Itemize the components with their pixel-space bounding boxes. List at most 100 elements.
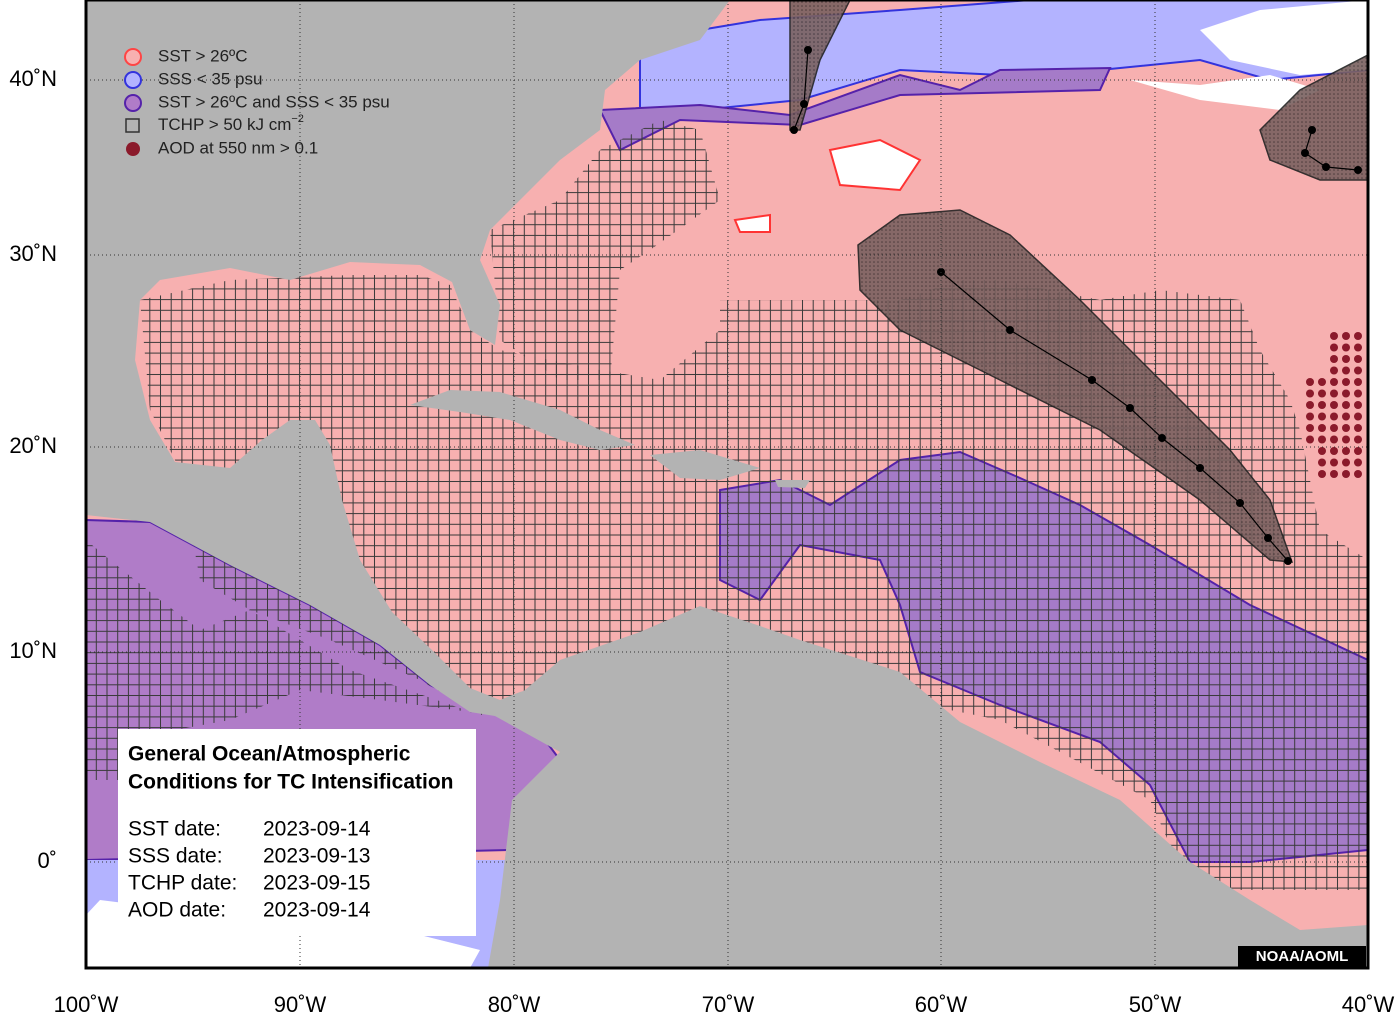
aod-dot — [1318, 389, 1326, 398]
south-america — [488, 606, 1368, 968]
aod-dot — [1318, 401, 1326, 409]
tchp-region — [86, 275, 1368, 890]
info-date: 2023-09-13 — [263, 845, 370, 868]
aod-dot — [1342, 343, 1350, 352]
storm-position — [1236, 499, 1244, 507]
storm-position — [1322, 163, 1330, 171]
aod-dot — [1330, 447, 1338, 455]
aod-dot — [1342, 366, 1350, 375]
aod-dot — [1330, 424, 1338, 432]
legend-symbol — [124, 48, 142, 66]
aod-dot — [1318, 458, 1326, 467]
aod-dot — [1354, 389, 1362, 398]
legend-label: AOD at 550 nm > 0.1 — [158, 138, 318, 157]
aod-dot — [1318, 435, 1326, 444]
aod-dot — [1354, 378, 1362, 386]
storm-position — [1284, 557, 1292, 565]
aod-dot — [1318, 412, 1326, 421]
legend-label: TCHP > 50 kJ cm−2 — [158, 113, 304, 135]
lon-label: 90˚W — [274, 992, 327, 1017]
aod-dot — [1306, 389, 1314, 398]
info-date: 2023-09-14 — [263, 899, 371, 922]
aod-dot — [1330, 470, 1338, 478]
aod-dot — [1342, 458, 1350, 467]
aod-dot — [1330, 366, 1338, 375]
aod-dot — [1354, 470, 1362, 478]
aod-dot — [1330, 389, 1338, 398]
aod-dot — [1354, 435, 1362, 444]
lon-label: 60˚W — [915, 992, 968, 1017]
legend-label: SSS < 35 psu — [158, 69, 262, 88]
aod-dot — [1318, 470, 1326, 478]
storm-position — [800, 100, 808, 108]
lon-label: 100˚W — [54, 992, 119, 1017]
lat-label: 30˚N — [9, 241, 57, 266]
aod-dot — [1354, 424, 1362, 432]
credit: NOAA/AOML — [1256, 948, 1349, 965]
aod-dot — [1354, 447, 1362, 455]
info-box-background — [118, 729, 476, 936]
aod-dot — [1318, 424, 1326, 432]
lon-label: 50˚W — [1129, 992, 1182, 1017]
aod-dot — [1306, 401, 1314, 409]
lat-label: 40˚N — [9, 66, 57, 91]
graticule — [86, 0, 1368, 968]
aod-dot — [1330, 355, 1338, 363]
legend-label: SST > 26ºC — [158, 46, 248, 65]
aod-dot — [1306, 412, 1314, 421]
info-title: Conditions for TC Intensification — [128, 771, 453, 794]
lon-label: 80˚W — [488, 992, 541, 1017]
aod-dot — [1354, 401, 1362, 409]
storm-position — [1158, 434, 1166, 442]
north-america — [86, 0, 730, 716]
aod-dot — [1330, 343, 1338, 352]
aod-dot — [1342, 424, 1350, 432]
aod-dot — [1306, 435, 1314, 444]
lat-label: 20˚N — [9, 433, 57, 458]
info-label: TCHP date: — [128, 872, 237, 895]
storm-position — [790, 126, 798, 134]
legend-symbol — [124, 94, 142, 112]
cool-region — [733, 138, 922, 233]
aod-dot — [1342, 447, 1350, 455]
aod-dot — [1354, 458, 1362, 467]
lat-label: 0˚ — [37, 848, 57, 873]
legend: SST > 26ºC SSS < 35 psu SST > 26ºC and S… — [124, 46, 390, 157]
legend-symbol — [126, 142, 140, 156]
aod-dot — [1342, 389, 1350, 398]
storm-position — [804, 46, 812, 54]
aod-dot — [1354, 332, 1362, 340]
lon-label: 40˚W — [1342, 992, 1395, 1017]
lon-label: 70˚W — [702, 992, 755, 1017]
aod-dot — [1318, 378, 1326, 386]
lat-label: 10˚N — [9, 638, 57, 663]
aod-dot — [1342, 435, 1350, 444]
storm-position — [1088, 376, 1096, 384]
aod-dot — [1330, 412, 1338, 421]
info-label: AOD date: — [128, 899, 226, 922]
aod-dot — [1354, 366, 1362, 375]
aod-dot — [1342, 412, 1350, 421]
storm-cone — [857, 209, 1294, 563]
storm-position — [1196, 464, 1204, 472]
aod-dot — [1330, 332, 1338, 340]
aod-dot — [1342, 378, 1350, 386]
aod-dot — [1354, 412, 1362, 421]
aod-dot — [1342, 355, 1350, 363]
cool-region — [1130, 0, 1368, 110]
info-date: 2023-09-14 — [263, 818, 371, 841]
aod-region — [1306, 332, 1362, 478]
aod-dot — [1318, 447, 1326, 455]
legend-label: SST > 26ºC and SSS < 35 psu — [158, 92, 390, 111]
storm-position — [1006, 326, 1014, 334]
aod-dot — [1342, 332, 1350, 340]
storm-track — [1304, 129, 1359, 171]
info-box: General Ocean/Atmospheric Conditions for… — [118, 729, 476, 936]
aod-dot — [1342, 470, 1350, 478]
aod-dot — [1330, 435, 1338, 444]
storm-cone — [1259, 54, 1368, 181]
storm-position — [1301, 149, 1309, 157]
info-title: General Ocean/Atmospheric — [128, 743, 411, 766]
aod-dot — [1342, 401, 1350, 409]
